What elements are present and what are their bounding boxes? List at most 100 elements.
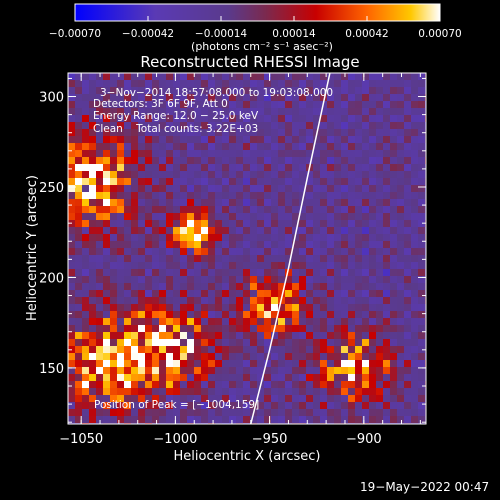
heatmap-cell: [369, 304, 376, 311]
heatmap-cell: [208, 374, 215, 381]
heatmap-cell: [383, 318, 390, 325]
heatmap-cell: [390, 241, 397, 248]
heatmap-cell: [222, 353, 229, 360]
heatmap-cell: [362, 171, 369, 178]
heatmap-cell: [82, 388, 89, 395]
heatmap-cell: [341, 346, 348, 353]
heatmap-cell: [215, 136, 222, 143]
heatmap-cell: [68, 283, 75, 290]
heatmap-cell: [208, 339, 215, 346]
heatmap-cell: [306, 325, 313, 332]
heatmap-cell: [152, 388, 159, 395]
heatmap-cell: [152, 374, 159, 381]
heatmap-cell: [117, 101, 124, 108]
heatmap-cell: [327, 108, 334, 115]
heatmap-cell: [299, 94, 306, 101]
heatmap-cell: [341, 94, 348, 101]
heatmap-cell: [285, 164, 292, 171]
heatmap-cell: [68, 290, 75, 297]
heatmap-cell: [250, 206, 257, 213]
heatmap-cell: [96, 255, 103, 262]
heatmap-cell: [124, 262, 131, 269]
heatmap-cell: [96, 248, 103, 255]
heatmap-cell: [271, 199, 278, 206]
heatmap-cell: [397, 241, 404, 248]
heatmap-cell: [362, 325, 369, 332]
heatmap-cell: [124, 136, 131, 143]
heatmap-cell: [292, 353, 299, 360]
heatmap-cell: [327, 192, 334, 199]
heatmap-cell: [138, 374, 145, 381]
solar-limb-curve: [250, 73, 331, 424]
heatmap-cell: [138, 353, 145, 360]
heatmap-cell: [334, 185, 341, 192]
heatmap-cell: [355, 241, 362, 248]
heatmap-cell: [117, 395, 124, 402]
heatmap-cell: [131, 192, 138, 199]
heatmap-cell: [229, 129, 236, 136]
heatmap-cell: [124, 178, 131, 185]
heatmap-cell: [334, 367, 341, 374]
heatmap-cell: [334, 318, 341, 325]
heatmap-cell: [110, 129, 117, 136]
heatmap-cell: [355, 213, 362, 220]
heatmap-cell: [264, 269, 271, 276]
heatmap-cell: [278, 122, 285, 129]
heatmap-cell: [236, 150, 243, 157]
heatmap-cell: [306, 241, 313, 248]
heatmap-cell: [110, 388, 117, 395]
heatmap-cell: [166, 402, 173, 409]
heatmap-cell: [82, 178, 89, 185]
heatmap-cell: [75, 290, 82, 297]
heatmap-cell: [110, 248, 117, 255]
heatmap-cell: [243, 416, 250, 423]
heatmap-cell: [208, 101, 215, 108]
heatmap-cell: [313, 101, 320, 108]
heatmap-cell: [404, 94, 411, 101]
heatmap-cell: [124, 304, 131, 311]
heatmap-cell: [313, 94, 320, 101]
heatmap-cell: [299, 374, 306, 381]
heatmap-cell: [376, 346, 383, 353]
heatmap-cell: [145, 87, 152, 94]
heatmap-cell: [250, 115, 257, 122]
heatmap-cell: [180, 353, 187, 360]
heatmap-cell: [187, 171, 194, 178]
heatmap-cell: [320, 185, 327, 192]
heatmap-cell: [327, 367, 334, 374]
heatmap-cell: [348, 108, 355, 115]
heatmap-cell: [222, 80, 229, 87]
heatmap-cell: [96, 290, 103, 297]
heatmap-cell: [362, 206, 369, 213]
heatmap-cell: [124, 311, 131, 318]
heatmap-cell: [362, 220, 369, 227]
heatmap-cell: [376, 269, 383, 276]
heatmap-cell: [208, 129, 215, 136]
heatmap-cell: [404, 367, 411, 374]
heatmap-cell: [278, 269, 285, 276]
heatmap-cell: [257, 213, 264, 220]
heatmap-cell: [292, 388, 299, 395]
heatmap-cell: [411, 87, 418, 94]
heatmap-cell: [215, 332, 222, 339]
heatmap-cell: [411, 262, 418, 269]
heatmap-cell: [278, 87, 285, 94]
heatmap-cell: [306, 360, 313, 367]
heatmap-cell: [348, 353, 355, 360]
heatmap-cell: [292, 276, 299, 283]
heatmap-cell: [250, 192, 257, 199]
heatmap-cell: [145, 269, 152, 276]
heatmap-cell: [152, 276, 159, 283]
heatmap-cell: [229, 339, 236, 346]
heatmap-cell: [138, 409, 145, 416]
heatmap-cell: [348, 115, 355, 122]
heatmap-cell: [418, 150, 425, 157]
heatmap-cell: [320, 164, 327, 171]
heatmap-cell: [313, 157, 320, 164]
heatmap-cell: [145, 150, 152, 157]
heatmap-cell: [327, 136, 334, 143]
heatmap-cell: [180, 255, 187, 262]
heatmap-cell: [222, 409, 229, 416]
heatmap-cell: [383, 346, 390, 353]
heatmap-cell: [243, 220, 250, 227]
